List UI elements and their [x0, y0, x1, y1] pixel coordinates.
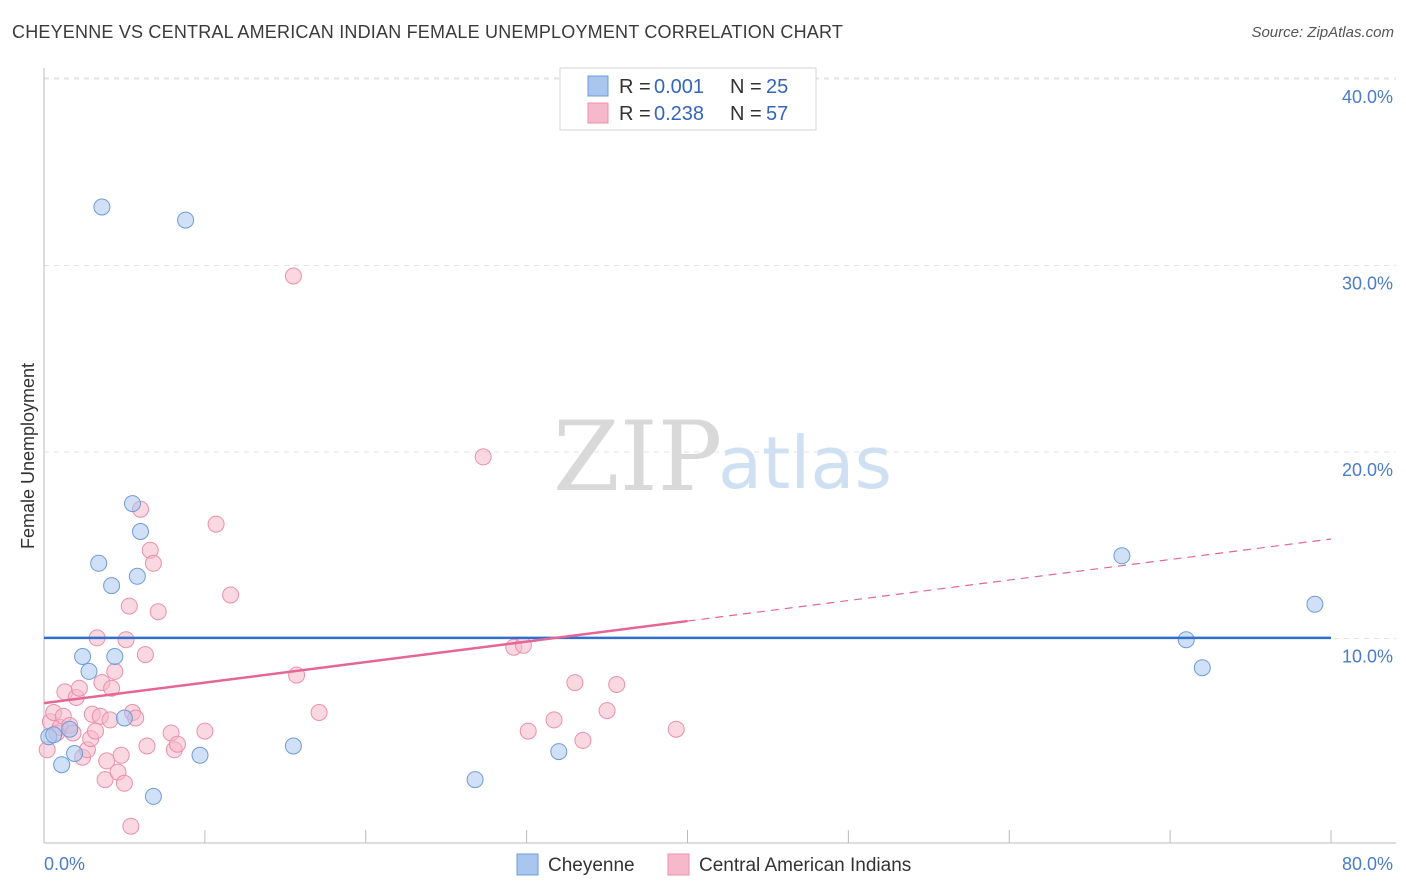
data-point: [115, 774, 133, 792]
data-point: [519, 722, 537, 740]
legend-n-value-1: 25: [766, 76, 788, 98]
series-0-points: [40, 198, 1324, 805]
data-point: [1193, 659, 1211, 677]
data-point: [74, 648, 92, 665]
data-point: [115, 709, 133, 727]
data-point: [144, 554, 162, 572]
legend-r-value-1: 0.001: [654, 76, 704, 98]
data-point: [98, 752, 116, 770]
source-label: Source: ZipAtlas.com: [1251, 24, 1394, 41]
data-point: [106, 662, 124, 680]
data-point: [1113, 547, 1131, 565]
data-points: [38, 198, 1324, 835]
legend-r-value-2: 0.238: [654, 103, 704, 125]
data-point: [608, 676, 626, 693]
y-axis-title: Female Unemployment: [18, 363, 38, 549]
y-tick-label: 30.0%: [1342, 274, 1393, 294]
bottom-legend-swatch-central-american: [667, 853, 690, 876]
data-point: [466, 771, 484, 789]
axes: [43, 68, 1396, 844]
data-point: [598, 702, 616, 720]
data-point: [103, 577, 121, 595]
data-point: [101, 711, 119, 729]
x-tick-label-max: 80.0%: [1342, 854, 1393, 874]
data-point: [207, 515, 225, 533]
data-point: [112, 746, 130, 764]
trend-lines: [43, 538, 1332, 705]
data-point: [574, 731, 592, 749]
bottom-legend-label-central-american: Central American Indians: [699, 855, 911, 876]
gridlines: [44, 77, 1396, 639]
data-point: [117, 631, 135, 649]
data-point: [284, 737, 302, 755]
data-point: [106, 648, 124, 665]
bottom-legend: Cheyenne Central American Indians: [516, 853, 911, 876]
data-point: [122, 817, 140, 835]
data-point: [90, 554, 108, 572]
data-point: [128, 567, 146, 585]
y-tick-labels: 10.0% 20.0% 30.0% 40.0%: [1342, 87, 1393, 667]
watermark-atlas: atlas: [718, 421, 892, 505]
data-point: [177, 211, 195, 229]
data-point: [196, 722, 214, 740]
data-point: [169, 735, 186, 753]
data-point: [120, 597, 138, 615]
data-point: [93, 198, 111, 216]
data-point: [138, 737, 156, 755]
x-ticks: [43, 830, 1332, 843]
data-point: [1306, 595, 1324, 613]
data-point: [550, 743, 568, 761]
data-point: [103, 679, 121, 697]
trend-line-central-american-dashed: [687, 538, 1332, 622]
y-tick-label: 10.0%: [1342, 647, 1393, 667]
data-point: [222, 586, 240, 604]
legend-swatch-central-american: [587, 102, 609, 124]
chart-title: CHEYENNE VS CENTRAL AMERICAN INDIAN FEMA…: [12, 22, 844, 42]
watermark: ZIP atlas: [553, 401, 892, 513]
data-point: [80, 662, 98, 680]
bottom-legend-swatch-cheyenne: [516, 853, 539, 876]
data-point: [87, 722, 104, 740]
data-point: [132, 523, 149, 540]
data-point: [566, 674, 584, 692]
data-point: [514, 636, 532, 654]
data-point: [53, 756, 71, 774]
legend-n-label-1: N =: [730, 76, 762, 98]
data-point: [66, 745, 84, 762]
data-point: [61, 720, 79, 738]
bottom-legend-label-cheyenne: Cheyenne: [548, 855, 635, 876]
data-point: [45, 726, 63, 744]
data-point: [70, 679, 88, 697]
legend-n-label-2: N =: [730, 103, 762, 125]
x-tick-labels: 0.0% 80.0%: [44, 854, 1393, 874]
series-1-points: [38, 267, 685, 835]
legend-r-label-2: R =: [619, 103, 651, 125]
top-legend: R = 0.001 N = 25 R = 0.238 N = 57: [559, 67, 817, 131]
data-point: [284, 267, 302, 285]
y-tick-label: 20.0%: [1342, 460, 1393, 480]
data-point: [474, 448, 492, 466]
data-point: [667, 720, 685, 738]
data-point: [191, 746, 209, 764]
trend-line-central-american-solid: [43, 619, 688, 705]
data-point: [1177, 631, 1195, 649]
legend-swatch-cheyenne: [587, 75, 609, 97]
data-point: [149, 603, 167, 621]
data-point: [144, 787, 162, 805]
legend-n-value-2: 57: [766, 103, 788, 125]
data-point: [124, 495, 141, 513]
data-point: [310, 704, 328, 721]
x-tick-label-min: 0.0%: [44, 854, 85, 874]
y-tick-label: 40.0%: [1342, 87, 1393, 107]
data-point: [96, 771, 114, 789]
watermark-zip: ZIP: [553, 401, 722, 513]
legend-r-label-1: R =: [619, 76, 651, 98]
data-point: [136, 646, 154, 664]
data-point: [545, 711, 563, 729]
